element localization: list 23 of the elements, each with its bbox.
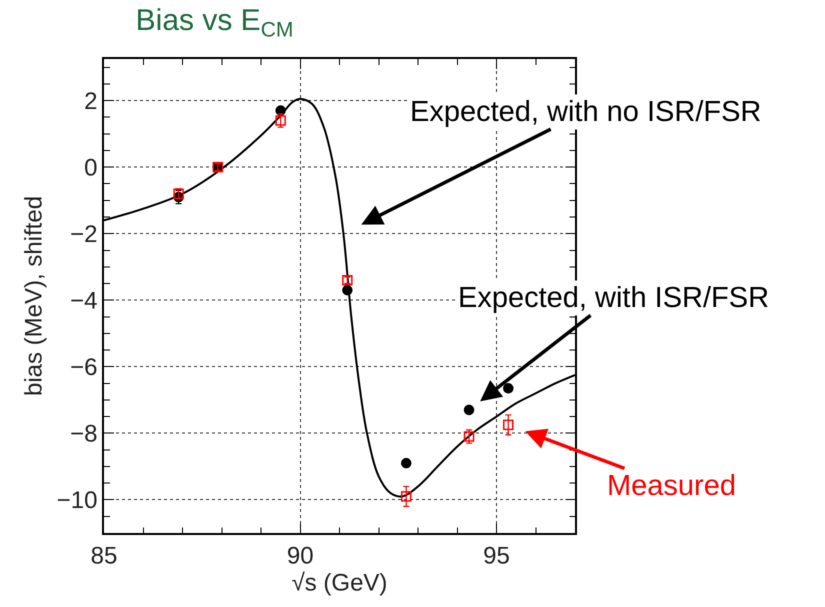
point [503, 383, 514, 394]
point [464, 404, 474, 416]
annotation: Expected, with no ISR/FSR [410, 96, 762, 128]
y-tick-label: −6 [70, 354, 98, 382]
x-axis-title: √s (GeV) [292, 570, 388, 597]
annotation: Expected, with ISR/FSR [458, 282, 770, 314]
y-tick-label: −2 [70, 221, 98, 248]
y-tick-label: −4 [70, 288, 98, 315]
x-tick-label: 85 [90, 542, 118, 570]
point [503, 420, 514, 430]
annotation: Measured [607, 470, 736, 502]
point [400, 491, 412, 502]
chart-title: Bias vs E$_{CM}$ [136, 4, 294, 42]
y-tick-label: −10 [56, 487, 98, 514]
y-tick-label: 2 [84, 88, 98, 115]
x-tick-label: 90 [286, 542, 314, 570]
y-tick-label: −8 [70, 420, 98, 448]
y-tick-label: 0 [84, 154, 98, 182]
x-tick-label: 95 [483, 542, 510, 570]
y-axis-title: bias (MeV), shifted [20, 196, 48, 396]
point [275, 105, 286, 116]
point [342, 284, 353, 296]
point [400, 458, 412, 468]
